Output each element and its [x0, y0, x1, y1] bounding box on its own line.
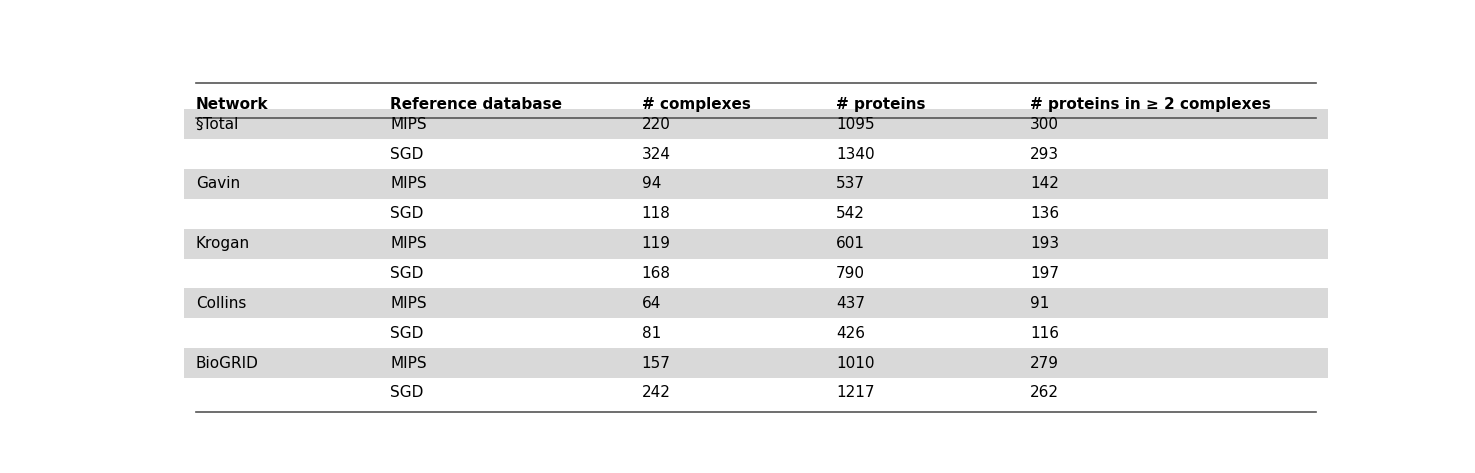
Text: 601: 601 — [836, 236, 864, 251]
Text: MIPS: MIPS — [389, 236, 426, 251]
Text: Reference database: Reference database — [389, 96, 562, 112]
Text: 537: 537 — [836, 176, 864, 192]
FancyBboxPatch shape — [184, 169, 1328, 199]
Text: 142: 142 — [1030, 176, 1059, 192]
Text: # proteins: # proteins — [836, 96, 925, 112]
Text: 1340: 1340 — [836, 147, 875, 161]
Text: §Total: §Total — [196, 117, 239, 131]
Text: 324: 324 — [642, 147, 671, 161]
Text: 64: 64 — [642, 296, 661, 311]
FancyBboxPatch shape — [184, 109, 1328, 139]
Text: SGD: SGD — [389, 206, 423, 221]
Text: 220: 220 — [642, 117, 671, 131]
Text: MIPS: MIPS — [389, 176, 426, 192]
Text: MIPS: MIPS — [389, 117, 426, 131]
Text: Krogan: Krogan — [196, 236, 249, 251]
Text: 1010: 1010 — [836, 356, 875, 370]
Text: 1217: 1217 — [836, 385, 875, 401]
Text: 193: 193 — [1030, 236, 1059, 251]
FancyBboxPatch shape — [184, 289, 1328, 318]
Text: 168: 168 — [642, 266, 671, 281]
Text: MIPS: MIPS — [389, 356, 426, 370]
Text: 300: 300 — [1030, 117, 1059, 131]
Text: 81: 81 — [642, 326, 661, 341]
Text: MIPS: MIPS — [389, 296, 426, 311]
FancyBboxPatch shape — [184, 348, 1328, 378]
Text: 293: 293 — [1030, 147, 1059, 161]
Text: 197: 197 — [1030, 266, 1059, 281]
Text: 1095: 1095 — [836, 117, 875, 131]
Text: # proteins in ≥ 2 complexes: # proteins in ≥ 2 complexes — [1030, 96, 1271, 112]
Text: 136: 136 — [1030, 206, 1059, 221]
Text: 279: 279 — [1030, 356, 1059, 370]
Text: # complexes: # complexes — [642, 96, 751, 112]
Text: 118: 118 — [642, 206, 671, 221]
Text: 437: 437 — [836, 296, 864, 311]
Text: 119: 119 — [642, 236, 671, 251]
FancyBboxPatch shape — [184, 228, 1328, 259]
Text: SGD: SGD — [389, 326, 423, 341]
Text: SGD: SGD — [389, 147, 423, 161]
Text: 542: 542 — [836, 206, 864, 221]
Text: 790: 790 — [836, 266, 864, 281]
Text: 426: 426 — [836, 326, 864, 341]
Text: SGD: SGD — [389, 385, 423, 401]
Text: 157: 157 — [642, 356, 671, 370]
Text: SGD: SGD — [389, 266, 423, 281]
Text: 94: 94 — [642, 176, 661, 192]
Text: 116: 116 — [1030, 326, 1059, 341]
Text: 91: 91 — [1030, 296, 1050, 311]
Text: BioGRID: BioGRID — [196, 356, 258, 370]
Text: Collins: Collins — [196, 296, 246, 311]
Text: Gavin: Gavin — [196, 176, 240, 192]
Text: Network: Network — [196, 96, 268, 112]
Text: 262: 262 — [1030, 385, 1059, 401]
Text: 242: 242 — [642, 385, 671, 401]
